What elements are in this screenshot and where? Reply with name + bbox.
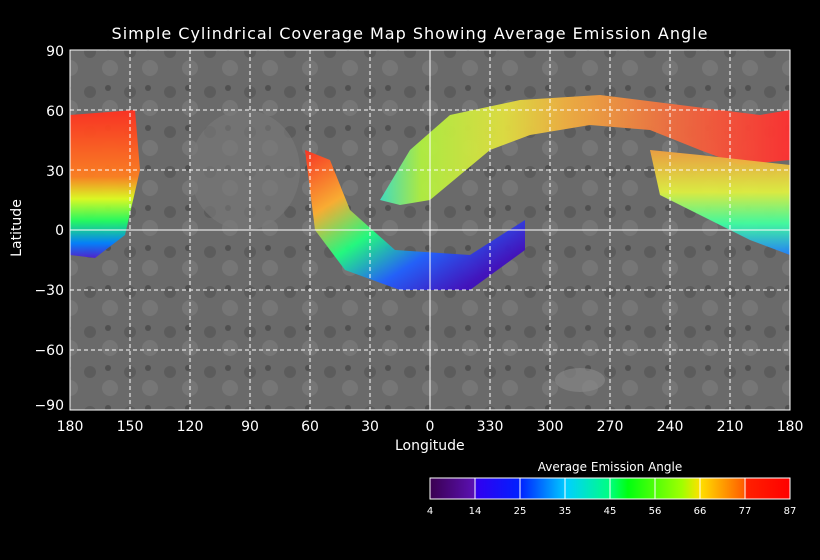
y-tick-label: 90 (46, 44, 64, 60)
x-tick-label: 150 (116, 419, 144, 435)
x-axis-title: Longitude (395, 438, 465, 454)
x-tick-label: 240 (656, 419, 684, 435)
x-tick-label: 180 (56, 419, 84, 435)
colorbar-title: Average Emission Angle (537, 460, 683, 474)
x-tick-label: 270 (596, 419, 624, 435)
x-tick-label: 60 (301, 419, 319, 435)
x-tick-label: 0 (425, 419, 435, 435)
x-tick-label: 210 (716, 419, 744, 435)
x-tick-label: 120 (176, 419, 204, 435)
y-tick-label: −30 (34, 283, 64, 299)
colorbar-tick-label: 25 (513, 506, 527, 517)
coverage-swath-west (70, 110, 140, 258)
map-title: Simple Cylindrical Coverage Map Showing … (111, 24, 709, 43)
colorbar-tick-label: 35 (558, 506, 572, 517)
coverage-swath-center (305, 150, 525, 290)
colorbar-tick-label: 87 (783, 506, 797, 517)
colorbar-tick-label: 77 (738, 506, 752, 517)
x-tick-label: 180 (776, 419, 804, 435)
x-tick-label: 330 (476, 419, 504, 435)
y-tick-label: −60 (34, 343, 64, 359)
x-tick-label: 30 (361, 419, 379, 435)
x-tick-label: 300 (536, 419, 564, 435)
colorbar-tick-label: 66 (693, 506, 707, 517)
colorbar-tick-label: 45 (603, 506, 617, 517)
colorbar-dividers (474, 478, 746, 499)
y-tick-label: −90 (34, 398, 64, 414)
y-tick-label: 30 (46, 164, 64, 180)
y-tick-label: 60 (46, 104, 64, 120)
colorbar-tick-label: 4 (426, 506, 434, 517)
colorbar-tick-label: 56 (648, 506, 662, 517)
x-tick-label: 90 (241, 419, 259, 435)
colorbar-tick-label: 14 (468, 506, 482, 517)
coverage-swath-north (380, 95, 790, 205)
plot-frame (69, 49, 791, 411)
y-tick-label: 0 (55, 223, 64, 239)
coverage-swath-east (650, 150, 790, 255)
